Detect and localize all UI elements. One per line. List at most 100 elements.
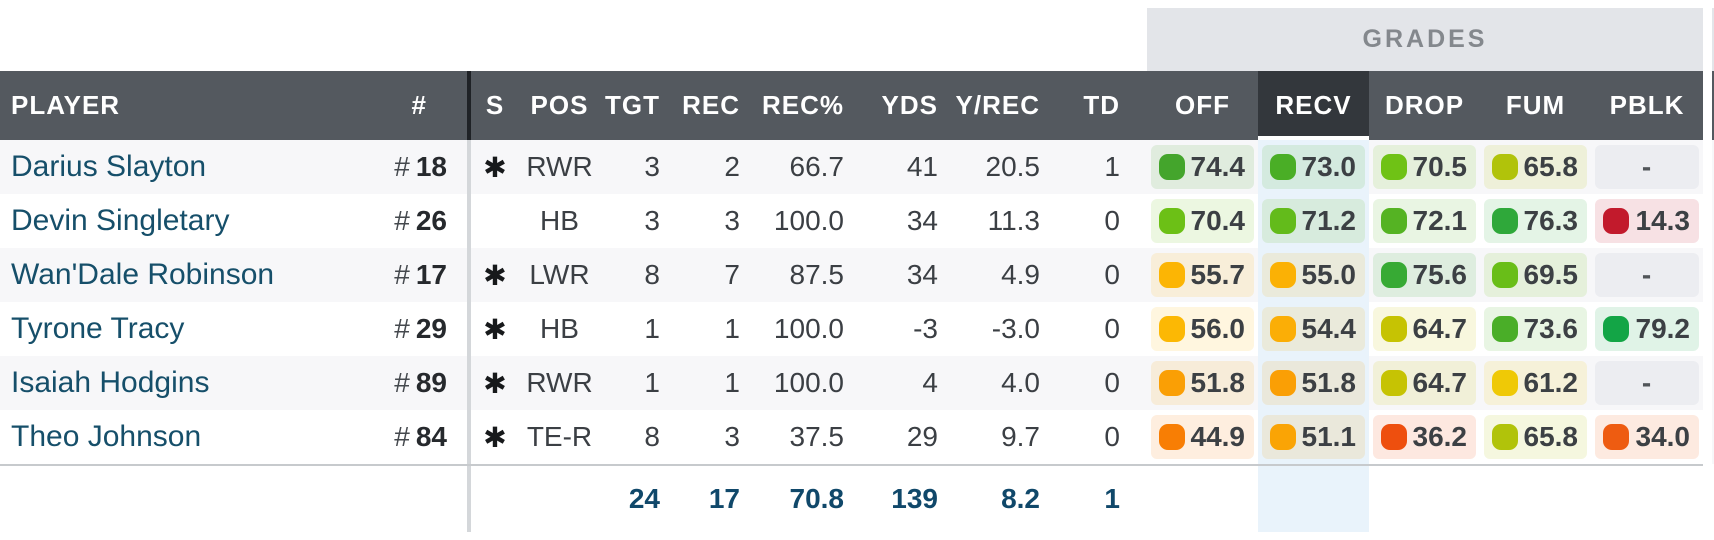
grade-dot-icon — [1381, 262, 1407, 288]
column-header-recv-selected[interactable]: RECV — [1258, 71, 1369, 140]
grade-chip-fum: 73.6 — [1484, 307, 1587, 351]
grade-chip-empty: - — [1595, 145, 1699, 189]
grade-chip-recv: 54.4 — [1262, 307, 1365, 351]
column-header-tgt[interactable]: TGT — [600, 71, 672, 140]
jersey-hash: # — [394, 205, 410, 236]
grade-dot-icon — [1159, 370, 1185, 396]
column-header-jersey[interactable]: # — [411, 90, 427, 120]
grade-dot-icon — [1159, 208, 1185, 234]
player-cell: Tyrone Tracy #29 — [0, 302, 471, 356]
grade-value: 51.8 — [1190, 367, 1246, 398]
jersey-number: #17 — [394, 259, 467, 291]
jersey-number: #29 — [394, 313, 467, 345]
grade-value: 55.7 — [1190, 259, 1246, 290]
player-name-link[interactable]: Isaiah Hodgins — [11, 366, 210, 399]
jersey-number: #84 — [394, 421, 467, 453]
grade-value: 51.1 — [1301, 421, 1357, 452]
jersey-hash: # — [394, 151, 410, 182]
stat-recpct: 66.7 — [789, 151, 845, 182]
table-row: Wan'Dale Robinson #17 ✱ LWR 8 7 87.5 34 4.9 0 55.7… — [0, 248, 1703, 302]
grade-cell-drop: 72.1 — [1369, 194, 1480, 248]
player-cell: Wan'Dale Robinson #17 — [0, 248, 471, 302]
stat-yds: -3 — [913, 313, 938, 344]
grade-value: 65.8 — [1523, 421, 1579, 452]
column-header-off[interactable]: OFF — [1147, 71, 1258, 140]
grade-value: 73.0 — [1301, 151, 1357, 182]
player-cell: Isaiah Hodgins #89 — [0, 356, 471, 410]
row-spacer — [1132, 302, 1147, 356]
grade-dot-icon — [1270, 424, 1296, 450]
grade-cell-drop: 75.6 — [1369, 248, 1480, 302]
player-name-link[interactable]: Theo Johnson — [11, 420, 202, 453]
column-header-fum[interactable]: FUM — [1480, 71, 1591, 140]
grade-chip-off: 44.9 — [1151, 415, 1254, 459]
grade-chip-drop: 70.5 — [1373, 145, 1476, 189]
grade-value: 70.4 — [1190, 205, 1246, 236]
column-header-td[interactable]: TD — [1052, 71, 1132, 140]
grade-dot-icon — [1492, 316, 1518, 342]
grade-dot-icon — [1159, 424, 1185, 450]
stat-rec: 3 — [724, 205, 740, 236]
grade-cell-off: 70.4 — [1147, 194, 1258, 248]
stat-td: 0 — [1104, 259, 1120, 290]
stat-yrec: -3.0 — [991, 313, 1040, 344]
column-header-drop[interactable]: DROP — [1369, 71, 1480, 140]
column-header-rec[interactable]: REC — [672, 71, 752, 140]
grade-dot-icon — [1159, 154, 1185, 180]
grade-cell-recv: 55.0 — [1258, 248, 1369, 302]
player-name-link[interactable]: Darius Slayton — [11, 150, 207, 183]
row-spacer — [1132, 410, 1147, 464]
jersey-hash: # — [394, 367, 410, 398]
grade-empty-dash: - — [1641, 367, 1652, 398]
stat-tgt: 1 — [644, 313, 660, 344]
grade-cell-off: 55.7 — [1147, 248, 1258, 302]
jersey-value: 18 — [415, 151, 447, 182]
grade-value: 44.9 — [1190, 421, 1246, 452]
grade-dot-icon — [1492, 424, 1518, 450]
grade-cell-drop: 64.7 — [1369, 356, 1480, 410]
column-header-pblk[interactable]: PBLK — [1591, 71, 1703, 140]
column-header-yds[interactable]: YDS — [856, 71, 950, 140]
stat-td: 0 — [1104, 313, 1120, 344]
grade-chip-empty: - — [1595, 253, 1699, 297]
grade-chip-fum: 76.3 — [1484, 199, 1587, 243]
starter-asterisk-icon: ✱ — [483, 421, 507, 453]
column-header-recpct[interactable]: REC% — [752, 71, 856, 140]
player-name-link[interactable]: Tyrone Tracy — [11, 312, 185, 345]
starter-asterisk-icon: ✱ — [483, 259, 507, 291]
stat-tgt: 3 — [644, 205, 660, 236]
grade-value: 51.8 — [1301, 367, 1357, 398]
grade-dot-icon — [1381, 208, 1407, 234]
column-header-pos[interactable]: POS — [519, 71, 600, 140]
grade-chip-drop: 72.1 — [1373, 199, 1476, 243]
column-header-starter[interactable]: S — [471, 71, 519, 140]
stat-yrec: 9.7 — [1001, 421, 1040, 452]
stat-recpct: 37.5 — [789, 421, 845, 452]
grade-value: 64.7 — [1412, 313, 1468, 344]
row-spacer — [1132, 140, 1147, 194]
column-header-player[interactable]: PLAYER # — [0, 71, 471, 140]
grade-chip-fum: 69.5 — [1484, 253, 1587, 297]
stat-recpct: 100.0 — [773, 313, 844, 344]
stat-yrec: 4.0 — [1001, 367, 1040, 398]
stat-tgt: 8 — [644, 421, 660, 452]
position-cell: RWR — [526, 151, 593, 182]
grade-dot-icon — [1603, 424, 1629, 450]
jersey-hash: # — [394, 259, 410, 290]
stat-yds: 4 — [922, 367, 938, 398]
position-cell: HB — [540, 313, 579, 344]
grade-chip-pblk: 14.3 — [1595, 199, 1699, 243]
grade-value: 54.4 — [1301, 313, 1357, 344]
table-row: Theo Johnson #84 ✱ TE-R 8 3 37.5 29 9.7 0 44.9 51.1… — [0, 410, 1703, 464]
stat-yrec: 11.3 — [987, 205, 1040, 236]
grade-value: 56.0 — [1190, 313, 1246, 344]
grade-value: 34.0 — [1635, 421, 1691, 452]
player-name-link[interactable]: Wan'Dale Robinson — [11, 258, 275, 291]
column-header-yrec[interactable]: Y/REC — [950, 71, 1052, 140]
grade-dot-icon — [1270, 208, 1296, 234]
grade-dot-icon — [1159, 316, 1185, 342]
grade-value: 14.3 — [1635, 205, 1691, 236]
grade-dot-icon — [1492, 208, 1518, 234]
player-name-link[interactable]: Devin Singletary — [11, 204, 230, 237]
